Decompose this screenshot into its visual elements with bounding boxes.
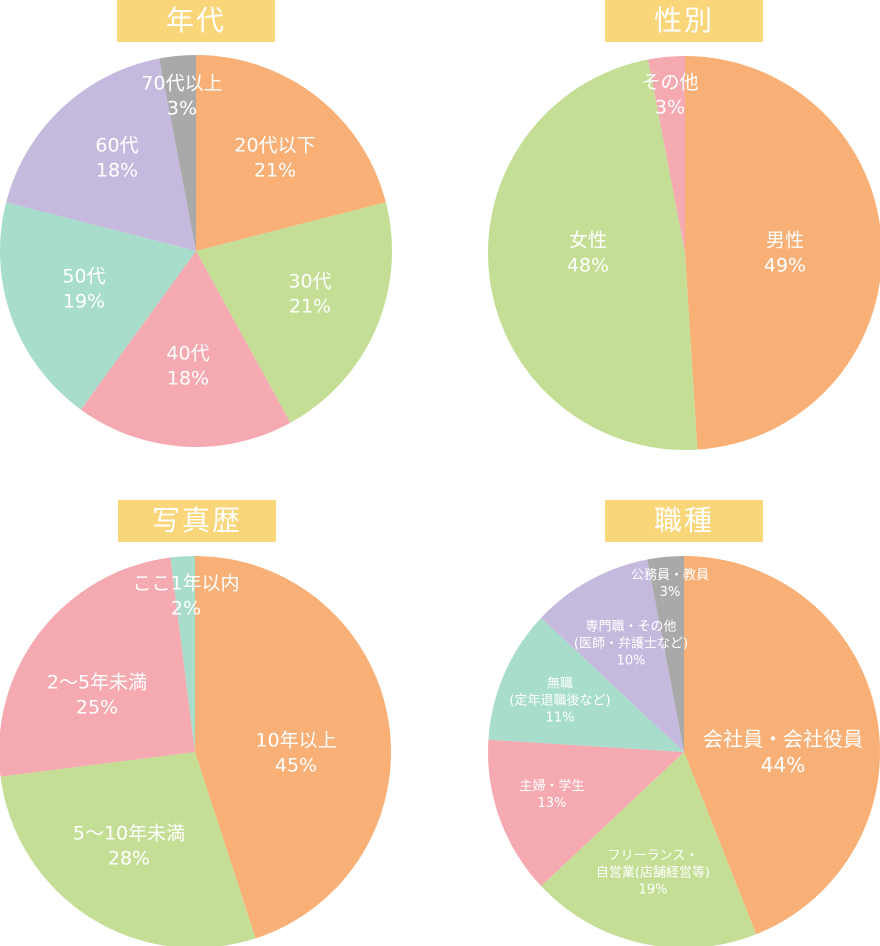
pie-slice <box>159 55 196 251</box>
gender-chart-title: 性別 <box>605 0 763 42</box>
pie-slice <box>196 202 392 423</box>
pie-slice <box>0 202 196 410</box>
age-pie-chart <box>0 55 392 447</box>
experience-label-2to5: 2〜5年未満 25% <box>46 671 148 718</box>
pie-slice <box>488 617 684 752</box>
pie-slice <box>648 56 685 253</box>
age-label-40s: 40代 18% <box>166 342 210 389</box>
pie-slice <box>487 59 698 450</box>
age-label-30s: 30代 21% <box>288 270 332 317</box>
occupation-label-civil-servant: 公務員・教員 3% <box>630 568 710 600</box>
experience-label-10plus: 10年以上 45% <box>255 729 337 776</box>
pie-slice <box>488 739 684 887</box>
occupation-label-professional: 専門職・その他 (医師・弁護士など) 10% <box>573 619 689 669</box>
pie-slice <box>647 556 684 752</box>
occupation-label-homemaker: 主婦・学生 13% <box>519 779 585 811</box>
pie-slice <box>196 55 386 251</box>
pie-slice <box>80 251 291 447</box>
pie-slice <box>541 752 757 946</box>
occupation-pie-chart <box>488 556 880 946</box>
pie-slice <box>0 752 256 946</box>
experience-label-5to10: 5〜10年未満 28% <box>72 822 186 869</box>
age-chart-panel: 年代 20代以下 21% 30代 21% 40代 18% 50代 19% 60代 18% … <box>0 0 440 473</box>
occupation-label-unemployed: 無職 (定年退職後など) 11% <box>509 676 611 726</box>
age-label-70s: 70代以上 3% <box>141 72 223 119</box>
age-chart-title: 年代 <box>117 0 275 42</box>
experience-label-within1: ここ1年以内 2% <box>132 572 240 619</box>
gender-label-other: その他 3% <box>641 71 699 118</box>
gender-pie-chart <box>487 56 880 450</box>
occupation-chart-panel: 職種 会社員・会社役員 44% フリーランス・ 自営業(店舗経営等) 19% 主婦・学… <box>440 473 880 946</box>
pie-slice <box>195 556 391 939</box>
occupation-label-employee: 会社員・会社役員 44% <box>703 727 863 777</box>
experience-chart-panel: 写真歴 10年以上 45% 5〜10年未満 28% 2〜5年未満 25% ここ1年以内… <box>0 473 440 946</box>
age-label-60s: 60代 18% <box>95 134 139 181</box>
pie-slice <box>170 556 195 752</box>
gender-chart-panel: 性別 男性 49% 女性 48% その他 3% <box>440 0 880 473</box>
pie-slice <box>6 58 197 252</box>
gender-label-female: 女性 48% <box>566 229 610 276</box>
occupation-label-freelance: フリーランス・ 自営業(店舗経営等) 19% <box>595 848 711 898</box>
occupation-chart-title: 職種 <box>605 500 763 542</box>
pie-slice <box>541 559 684 752</box>
pie-slice <box>684 556 880 935</box>
experience-pie-chart <box>0 556 391 946</box>
age-label-20s: 20代以下 21% <box>234 134 316 181</box>
gender-label-male: 男性 49% <box>763 229 807 276</box>
pie-slice <box>0 557 195 777</box>
experience-chart-title: 写真歴 <box>118 500 276 542</box>
age-label-50s: 50代 19% <box>62 265 106 312</box>
pie-slice <box>685 56 880 450</box>
